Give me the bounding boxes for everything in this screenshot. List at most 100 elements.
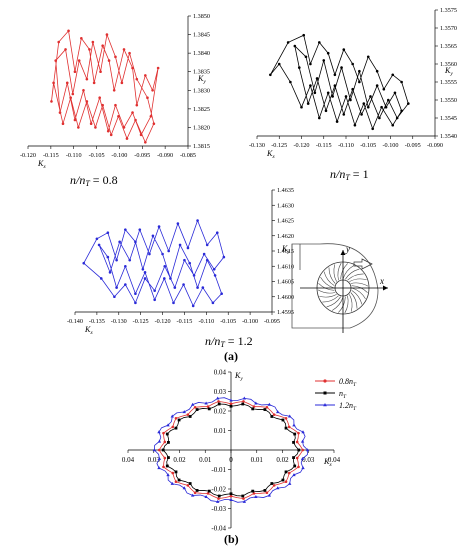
x-tick-label: 0.02 xyxy=(276,456,289,464)
trajectory-point xyxy=(106,231,110,234)
x-tick-label: -0.120 xyxy=(155,318,171,325)
trajectory-point xyxy=(115,258,118,262)
trajectory-point xyxy=(106,129,110,133)
impeller-blade xyxy=(350,282,369,287)
trajectory-point xyxy=(131,66,134,70)
series-point xyxy=(162,431,165,435)
series-point xyxy=(229,497,233,501)
series-point xyxy=(188,415,192,418)
pump-schematic: x y xyxy=(291,243,388,333)
trajectory-point xyxy=(77,126,80,129)
series-point xyxy=(284,416,288,420)
series-point xyxy=(242,499,247,503)
trajectory-point xyxy=(360,113,363,116)
trajectory-point xyxy=(105,33,109,36)
schematic-volute xyxy=(291,243,379,329)
series-point xyxy=(152,448,157,452)
panel-1-2-caption: n/nT = 1.2 xyxy=(205,334,253,349)
trajectory-point xyxy=(73,118,77,122)
y-tick-label: -0.02 xyxy=(211,486,226,494)
y-axis-label: Ky xyxy=(197,74,206,85)
series-point xyxy=(276,486,280,490)
impeller-blade xyxy=(347,273,364,281)
x-tick-label: -0.110 xyxy=(198,318,214,325)
trajectory-point xyxy=(375,69,379,73)
series-point xyxy=(190,402,195,406)
y-tick-label: 1.3540 xyxy=(440,133,457,140)
y-tick-label: 0.02 xyxy=(214,408,227,416)
trajectory-point xyxy=(106,255,110,259)
trajectory-point xyxy=(302,33,306,37)
series-point xyxy=(301,448,305,452)
series-point xyxy=(295,456,299,460)
trajectory-line xyxy=(51,29,159,144)
trajectory-point xyxy=(366,55,370,59)
trajectory-point xyxy=(400,109,403,113)
series-point xyxy=(254,494,258,498)
y-tick-label: 1.4605 xyxy=(277,279,294,286)
impeller-blade xyxy=(323,271,335,286)
series-point xyxy=(254,401,258,405)
trajectory-point xyxy=(131,111,134,114)
series-point xyxy=(287,425,291,429)
trajectory-point xyxy=(391,73,395,77)
trajectory-point xyxy=(92,81,96,85)
x-tick-label: -0.125 xyxy=(271,142,287,149)
series-point xyxy=(157,456,162,460)
trajectory-point xyxy=(222,255,226,259)
impeller-blade xyxy=(318,283,335,291)
trajectory-point xyxy=(107,59,111,62)
trajectory-point xyxy=(54,59,58,62)
y-axis-label: Ky xyxy=(444,66,453,77)
trajectory-point xyxy=(151,88,154,92)
x-tick-label: -0.110 xyxy=(66,152,82,159)
series-point xyxy=(206,492,210,495)
trajectory-line xyxy=(83,219,225,307)
trajectory-point xyxy=(349,98,352,102)
trajectory-point xyxy=(134,118,137,122)
series-point xyxy=(193,491,197,495)
series-point xyxy=(174,470,178,474)
trajectory-point xyxy=(135,103,139,107)
series-point xyxy=(242,497,245,500)
trajectory-point xyxy=(286,41,290,44)
series-point xyxy=(284,470,288,474)
trajectory-point xyxy=(152,122,156,126)
series-point xyxy=(195,489,199,492)
trajectory-point xyxy=(191,304,195,308)
impeller-blade xyxy=(351,285,368,293)
trajectory-point xyxy=(344,95,348,98)
series-point xyxy=(288,481,292,485)
series-point xyxy=(229,492,233,496)
x-tick-label: -0.100 xyxy=(111,152,127,159)
series-point xyxy=(174,426,178,430)
series-point xyxy=(166,423,170,427)
series-point xyxy=(288,414,292,418)
legend-label: 0.8nT xyxy=(339,377,357,388)
x-tick-label: 0 xyxy=(229,456,233,464)
series-point xyxy=(157,430,161,434)
series-point xyxy=(157,448,161,452)
trajectory-point xyxy=(366,105,370,109)
y-tick-label: 1.3555 xyxy=(440,79,457,86)
trajectory-point xyxy=(326,91,330,95)
series-point xyxy=(301,430,305,434)
trajectory-point xyxy=(95,237,99,241)
schematic-x-label: x xyxy=(379,276,384,286)
x-tick-label: -0.130 xyxy=(249,142,265,149)
series-point xyxy=(293,432,297,436)
x-tick-label: 0.02 xyxy=(173,456,186,464)
x-tick-label: -0.120 xyxy=(20,152,36,159)
series-point xyxy=(177,478,181,482)
series-point xyxy=(276,410,280,414)
schematic-y-arrowhead xyxy=(340,250,346,255)
series-point xyxy=(229,494,233,498)
series-point xyxy=(193,405,197,409)
trajectory-point xyxy=(351,62,354,66)
trajectory-point xyxy=(371,127,375,131)
impeller-blade xyxy=(344,295,349,314)
series-point xyxy=(157,466,161,470)
trajectory-point xyxy=(157,225,161,228)
x-axis-label: Kx xyxy=(266,149,275,160)
